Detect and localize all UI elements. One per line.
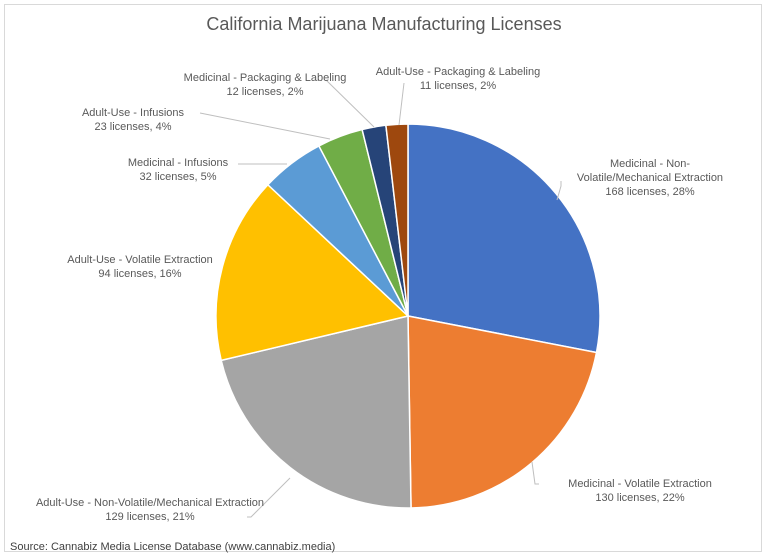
chart-frame: [4, 4, 762, 552]
pie-slice: [407, 315, 598, 509]
pie-slice: [215, 183, 410, 362]
data-label: Medicinal - Non-: [610, 158, 690, 170]
data-label: 168 licenses, 28%: [605, 186, 694, 198]
data-label: Adult-Use - Infusions: [82, 107, 185, 119]
data-label: 129 licenses, 21%: [105, 511, 194, 523]
pie-slice: [385, 123, 409, 317]
data-label: 94 licenses, 16%: [98, 268, 181, 280]
data-label: 11 licenses, 2%: [420, 80, 496, 92]
leader-line: [556, 181, 562, 201]
data-label: Adult-Use - Packaging & Labeling: [376, 66, 540, 78]
data-label: Medicinal - Volatile Extraction: [568, 478, 712, 490]
leader-line: [247, 477, 291, 518]
data-label: 130 licenses, 22%: [595, 492, 684, 504]
leader-line: [398, 82, 405, 126]
data-label: Adult-Use - Non-Volatile/Mechanical Extr…: [36, 497, 264, 509]
source-note: Source: Cannabiz Media License Database …: [10, 541, 335, 553]
data-label: Adult-Use - Volatile Extraction: [67, 254, 213, 266]
leader-line: [199, 112, 331, 140]
chart-title: California Marijuana Manufacturing Licen…: [206, 14, 561, 34]
data-label: Medicinal - Packaging & Labeling: [184, 72, 347, 84]
pie-slice: [220, 315, 412, 509]
data-label: Medicinal - Infusions: [128, 157, 229, 169]
data-label: 32 licenses, 5%: [139, 171, 216, 183]
data-label: 12 licenses, 2%: [226, 86, 303, 98]
data-label: Volatile/Mechanical Extraction: [577, 172, 723, 184]
pie-slice: [407, 123, 601, 354]
data-label: 23 licenses, 4%: [94, 121, 171, 133]
leader-line: [531, 461, 539, 485]
leader-line: [325, 79, 375, 128]
